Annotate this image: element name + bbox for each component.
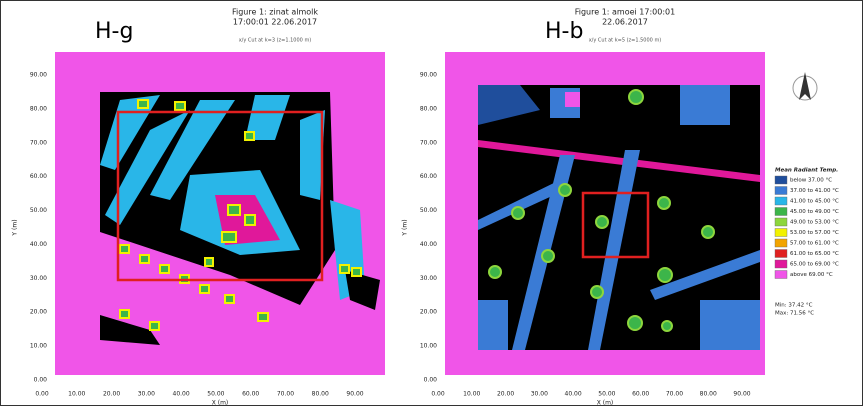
legend-label: 61.00 to 65.00 °C bbox=[790, 251, 839, 257]
panel-title: 17:00:01 22.06.2017 bbox=[233, 18, 317, 27]
legend-label: 49.00 to 53.00 °C bbox=[790, 220, 839, 226]
panel-label: H-b bbox=[545, 19, 583, 44]
x-tick-label: 40.00 bbox=[173, 391, 190, 398]
legend-max: Max: 71.56 °C bbox=[775, 311, 814, 317]
x-tick-label: 0.00 bbox=[35, 391, 49, 398]
y-axis-label: Y (m) bbox=[12, 219, 19, 236]
x-tick-label: 60.00 bbox=[632, 391, 649, 398]
legend-swatch bbox=[774, 175, 788, 185]
y-tick-label: 60.00 bbox=[420, 173, 437, 180]
y-tick-label: 30.00 bbox=[420, 275, 437, 282]
legend-swatch bbox=[774, 228, 788, 237]
x-tick-label: 70.00 bbox=[277, 391, 294, 398]
y-tick-label: 10.00 bbox=[30, 343, 47, 350]
panel-title: Figure 1: zinat almolk bbox=[232, 8, 318, 17]
map-right bbox=[445, 52, 765, 375]
x-tick-label: 40.00 bbox=[565, 391, 582, 398]
y-tick-label: 80.00 bbox=[420, 105, 437, 112]
panel-label: H-g bbox=[95, 19, 133, 44]
legend-title: Mean Radiant Temp. bbox=[775, 168, 838, 174]
legend-swatch bbox=[774, 238, 788, 248]
legend-min: Min: 37.42 °C bbox=[775, 303, 813, 309]
y-tick-label: 20.00 bbox=[30, 309, 47, 316]
x-tick-label: 30.00 bbox=[138, 391, 155, 398]
y-tick-label: 50.00 bbox=[420, 207, 437, 214]
legend-label: 57.00 to 61.00 °C bbox=[790, 241, 839, 247]
legend-swatch bbox=[774, 196, 788, 206]
x-tick-label: 20.00 bbox=[103, 391, 120, 398]
y-tick-label: 40.00 bbox=[30, 241, 47, 248]
legend-swatch bbox=[774, 207, 788, 216]
legend-label: above 69.00 °C bbox=[790, 272, 833, 278]
x-axis-label: X (m) bbox=[597, 400, 614, 406]
x-tick-label: 50.00 bbox=[207, 391, 224, 398]
y-tick-label: 0.00 bbox=[34, 377, 48, 384]
x-tick-label: 60.00 bbox=[242, 391, 259, 398]
legend-label: 65.00 to 69.00 °C bbox=[790, 262, 839, 268]
y-tick-label: 30.00 bbox=[30, 275, 47, 282]
y-tick-label: 20.00 bbox=[420, 309, 437, 316]
x-tick-label: 0.00 bbox=[431, 391, 445, 398]
legend-label: 37.00 to 41.00 °C bbox=[790, 188, 839, 194]
legend-swatch bbox=[774, 249, 788, 258]
y-tick-label: 40.00 bbox=[420, 241, 437, 248]
y-tick-label: 10.00 bbox=[420, 343, 437, 350]
y-tick-label: 60.00 bbox=[30, 173, 47, 180]
legend-label: 41.00 to 45.00 °C bbox=[790, 199, 839, 205]
x-tick-label: 50.00 bbox=[598, 391, 615, 398]
legend-swatch bbox=[774, 270, 788, 279]
x-tick-label: 30.00 bbox=[531, 391, 548, 398]
legend-swatch bbox=[774, 217, 788, 227]
legend-label: 45.00 to 49.00 °C bbox=[790, 209, 839, 215]
x-axis-label: X (m) bbox=[212, 400, 229, 406]
y-tick-label: 70.00 bbox=[420, 139, 437, 146]
panel-title: 22.06.2017 bbox=[602, 18, 648, 27]
y-tick-label: 90.00 bbox=[30, 72, 47, 79]
legend-swatch bbox=[774, 259, 788, 269]
x-tick-label: 70.00 bbox=[666, 391, 683, 398]
y-axis-label: Y (m) bbox=[402, 219, 409, 236]
legend-swatch bbox=[774, 186, 788, 195]
panel-subtitle: x/y Cut at k=5 (z=1.5000 m) bbox=[589, 38, 662, 44]
y-tick-label: 70.00 bbox=[30, 139, 47, 146]
legend-label: below 37.00 °C bbox=[790, 178, 832, 184]
y-tick-label: 0.00 bbox=[424, 377, 438, 384]
north-arrow bbox=[792, 72, 818, 101]
legend: Mean Radiant Temp. Min: 37.42 °C Max: 71… bbox=[774, 168, 839, 317]
x-tick-label: 10.00 bbox=[68, 391, 85, 398]
y-tick-label: 80.00 bbox=[30, 105, 47, 112]
x-tick-label: 90.00 bbox=[733, 391, 750, 398]
x-tick-label: 90.00 bbox=[346, 391, 363, 398]
x-tick-label: 80.00 bbox=[700, 391, 717, 398]
panel-subtitle: x/y Cut at k=3 (z=1.1000 m) bbox=[239, 38, 312, 44]
x-tick-label: 20.00 bbox=[497, 391, 514, 398]
x-tick-label: 80.00 bbox=[312, 391, 329, 398]
map-left bbox=[55, 52, 385, 375]
panel-title: Figure 1: amoei 17:00:01 bbox=[575, 8, 676, 17]
legend-label: 53.00 to 57.00 °C bbox=[790, 230, 839, 236]
y-tick-label: 90.00 bbox=[420, 72, 437, 79]
x-tick-label: 10.00 bbox=[463, 391, 480, 398]
y-tick-label: 50.00 bbox=[30, 207, 47, 214]
